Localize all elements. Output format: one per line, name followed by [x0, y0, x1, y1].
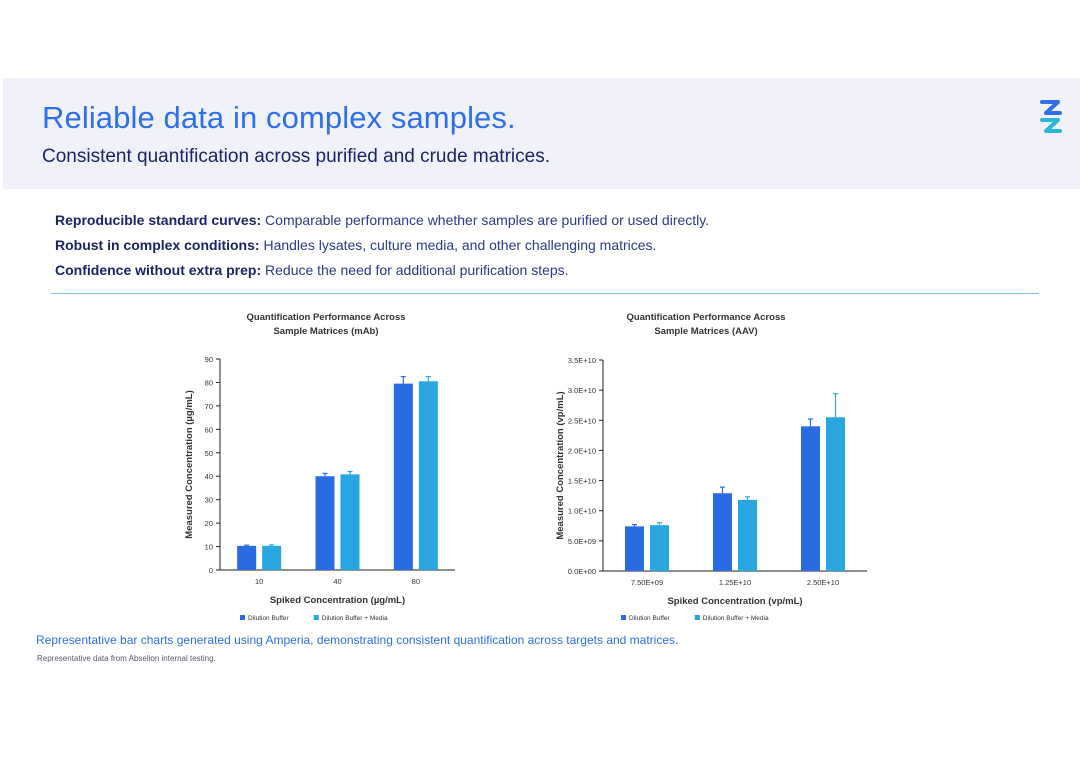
legend-label: Dilution Buffer	[629, 615, 671, 622]
legend-label: Dilution Buffer + Media	[703, 615, 769, 622]
bar	[340, 474, 360, 570]
benefit-text: Handles lysates, culture media, and othe…	[259, 237, 657, 253]
legend-swatch	[313, 615, 319, 620]
legend-label: Dilution Buffer + Media	[322, 615, 388, 622]
chart-aav-svg: Quantification Performance Across Sample …	[555, 312, 867, 622]
x-tick-label: 80	[412, 577, 420, 586]
benefit-lead: Confidence without extra prep:	[55, 262, 262, 278]
bar	[826, 417, 845, 571]
y-tick-label: 10	[205, 543, 213, 552]
y-axis-label: Measured Concentration (vp/mL)	[555, 391, 566, 539]
brand-logo-icon	[1040, 100, 1062, 133]
section-divider	[51, 293, 1039, 294]
y-tick-label: 70	[205, 402, 213, 411]
y-tick-label: 90	[205, 355, 213, 364]
y-tick-label: 1.0E+10	[568, 507, 596, 516]
legend-label: Dilution Buffer	[248, 615, 290, 622]
y-tick-label: 40	[205, 472, 213, 481]
y-tick-label: 3.5E+10	[568, 356, 596, 365]
benefit-list: Reproducible standard curves: Comparable…	[55, 208, 1035, 283]
x-tick-label: 2.50E+10	[807, 578, 839, 587]
chart-title: Quantification Performance Across	[626, 312, 785, 323]
y-tick-label: 30	[205, 496, 213, 505]
bar	[393, 383, 413, 570]
chart-title: Quantification Performance Across	[246, 312, 405, 323]
bar	[738, 499, 757, 571]
page-title: Reliable data in complex samples.	[42, 100, 516, 135]
y-tick-label: 0.0E+00	[568, 567, 596, 576]
chart-title: Sample Matrices (mAb)	[273, 326, 378, 337]
y-tick-label: 3.0E+10	[568, 386, 596, 395]
x-tick-label: 1.25E+10	[719, 578, 751, 587]
y-tick-label: 5.0E+09	[568, 537, 596, 546]
y-tick-label: 2.5E+10	[568, 416, 596, 425]
chart-title: Sample Matrices (AAV)	[654, 326, 757, 337]
x-tick-label: 40	[333, 577, 341, 586]
y-tick-label: 80	[205, 378, 213, 387]
legend-swatch	[240, 615, 245, 620]
x-axis-label: Spiked Concentration (vp/mL)	[667, 596, 802, 607]
footnote: Representative data from Abselion intern…	[37, 654, 216, 663]
y-tick-label: 20	[205, 519, 213, 528]
benefit-text: Comparable performance whether samples a…	[261, 212, 710, 228]
bar	[625, 526, 644, 571]
bar	[262, 545, 282, 570]
y-tick-label: 1.5E+10	[568, 477, 596, 486]
legend-swatch	[694, 615, 700, 620]
benefit-lead: Robust in complex conditions:	[55, 237, 260, 253]
chart-mab-svg: Quantification Performance Across Sample …	[184, 312, 455, 622]
y-tick-label: 50	[205, 449, 213, 458]
bar	[801, 426, 820, 571]
chart-mab: Quantification Performance Across Sample …	[170, 302, 470, 632]
bar	[315, 476, 335, 570]
chart-aav: Quantification Performance Across Sample …	[545, 302, 885, 632]
x-axis-label: Spiked Concentration (µg/mL)	[270, 595, 405, 606]
header-banner	[3, 78, 1080, 189]
bar	[237, 545, 257, 570]
y-tick-label: 0	[209, 566, 213, 575]
x-tick-label: 7.50E+09	[631, 578, 663, 587]
x-tick-label: 10	[255, 577, 263, 586]
benefit-text: Reduce the need for additional purificat…	[261, 262, 569, 278]
y-axis-label: Measured Concentration (µg/mL)	[184, 390, 195, 539]
benefit-item: Robust in complex conditions: Handles ly…	[55, 233, 1035, 258]
bar	[650, 525, 669, 571]
y-tick-label: 2.0E+10	[568, 446, 596, 455]
page-subtitle: Consistent quantification across purifie…	[42, 146, 550, 167]
benefit-lead: Reproducible standard curves:	[55, 212, 262, 228]
figure-caption: Representative bar charts generated usin…	[36, 633, 679, 647]
bar	[418, 381, 438, 570]
y-tick-label: 60	[205, 425, 213, 434]
legend-swatch	[621, 615, 626, 620]
bar	[713, 493, 732, 571]
benefit-item: Confidence without extra prep: Reduce th…	[55, 258, 1035, 283]
benefit-item: Reproducible standard curves: Comparable…	[55, 208, 1035, 233]
